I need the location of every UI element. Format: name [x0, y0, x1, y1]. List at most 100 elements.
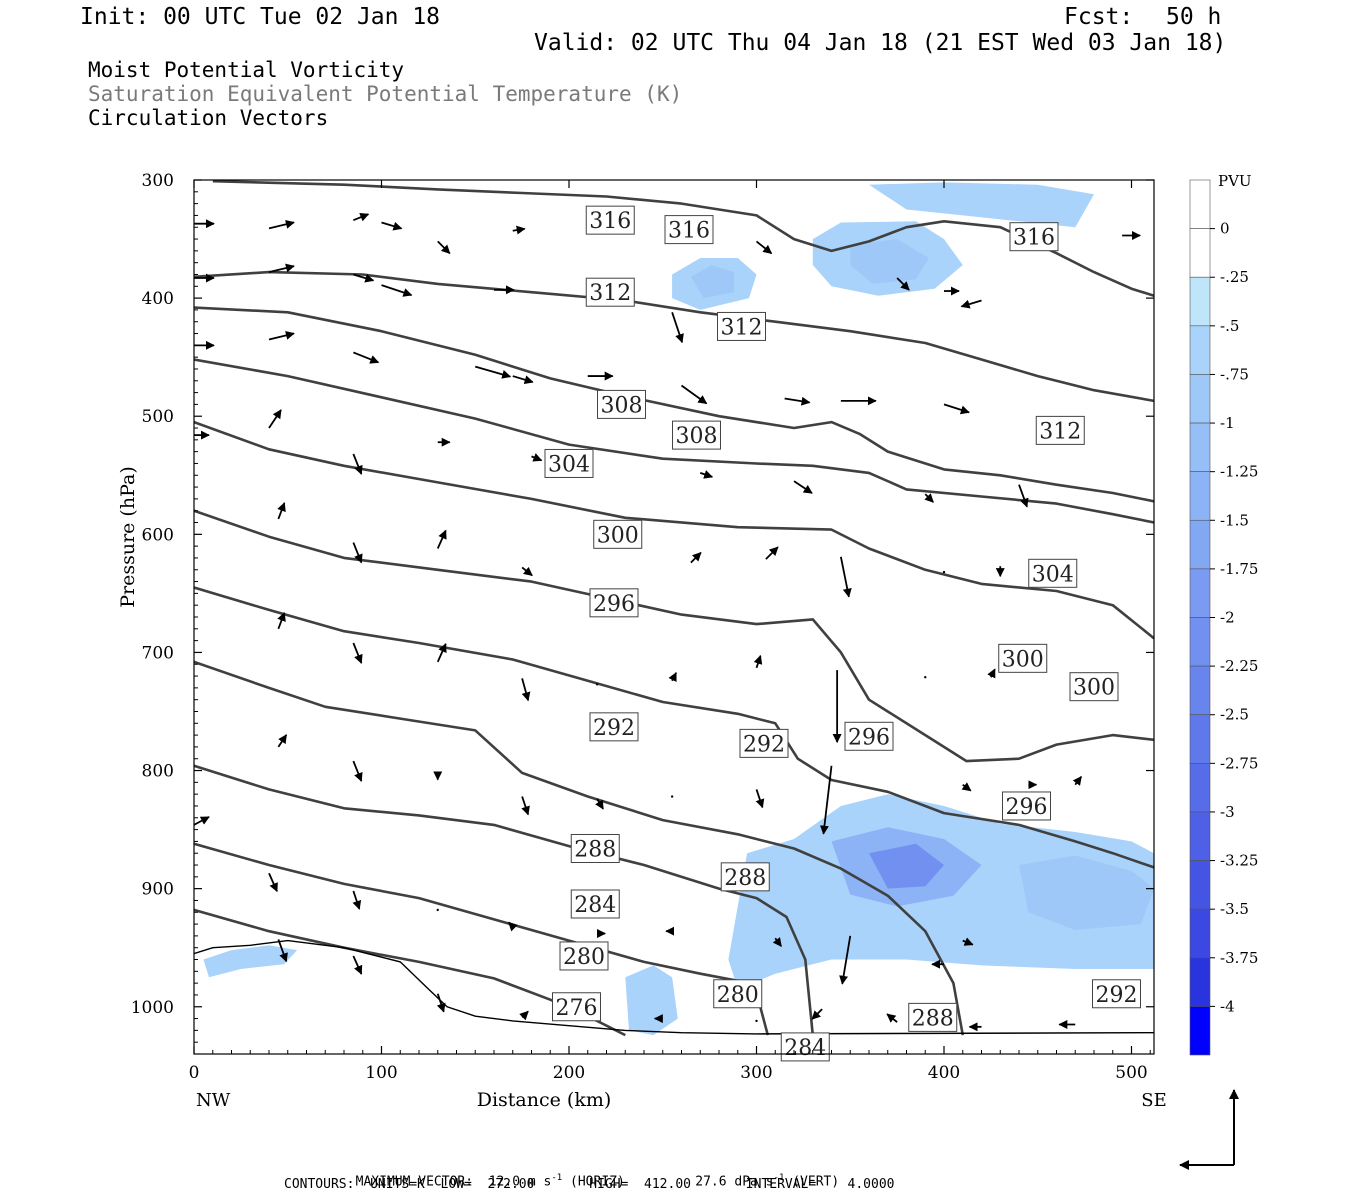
vector-79: [352, 955, 363, 975]
vector-5: [512, 225, 526, 235]
contour-label-box-288-2: [908, 1002, 958, 1032]
vert-value: 27.6 dPa s: [695, 1174, 774, 1190]
vector-56: [277, 734, 288, 748]
colorbar-label-5: -1.25: [1220, 463, 1258, 481]
mpv-region-8: [1019, 855, 1154, 930]
colorbar-bin-6: [1189, 471, 1211, 521]
vector-43: [839, 556, 852, 598]
contour-label-284-1: 284: [784, 1036, 826, 1061]
contour-304: [194, 358, 1154, 524]
contour-label-box-296-1: [844, 721, 894, 751]
vector-54: [924, 676, 927, 679]
colorbar-label-3: -.75: [1220, 365, 1249, 383]
nw-label: NW: [196, 1090, 231, 1111]
vector-34: [793, 480, 813, 494]
contour-label-box-316-1: [664, 215, 714, 245]
vector-17: [960, 299, 982, 309]
contour-label-296-0: 296: [593, 592, 635, 617]
colorbar-bin-4: [1189, 374, 1211, 424]
ytick-label-300: 300: [142, 171, 174, 191]
vector-84: [811, 1008, 823, 1020]
xtick-label-200: 200: [553, 1063, 585, 1083]
vector-64: [961, 782, 972, 792]
contour-label-300-2: 300: [1073, 676, 1115, 701]
vector-4: [437, 240, 451, 255]
contour-label-316-2: 316: [1013, 226, 1055, 251]
colorbar-bin-10: [1189, 665, 1211, 716]
vector-29: [268, 409, 282, 429]
contour-308: [194, 306, 1154, 503]
forecast-hour: 50 h: [1166, 4, 1222, 30]
colorbar-label-0: 0: [1220, 220, 1230, 238]
contour-label-box-308-0: [597, 389, 646, 419]
contour-label-288-0: 288: [574, 837, 616, 862]
vector-63: [819, 765, 833, 835]
vector-10: [353, 273, 375, 283]
vector-9: [268, 263, 295, 273]
vector-69: [352, 890, 362, 910]
contour-label-box-300-2: [1069, 672, 1119, 702]
ytick-label-400: 400: [142, 289, 174, 309]
contour-label-box-296-2: [1002, 791, 1051, 821]
vector-6: [755, 240, 773, 255]
se-label: SE: [1141, 1090, 1166, 1111]
contour-label-300-0: 300: [597, 523, 639, 548]
terrain-line: [194, 939, 1154, 1035]
colorbar-bin-1: [1189, 228, 1211, 278]
vector-1: [268, 219, 295, 230]
contour-label-292-0: 292: [593, 716, 635, 741]
mpv-region-3: [850, 239, 929, 284]
contour-label-300-1: 300: [1002, 647, 1044, 672]
contour-label-box-280-0: [559, 941, 609, 971]
vector-35: [924, 493, 934, 503]
vector-27: [943, 403, 970, 415]
horiz-value: 12.0 m s: [488, 1174, 552, 1190]
contour-label-box-292-1: [739, 728, 789, 758]
colorbar-bin-8: [1189, 568, 1211, 618]
xtick-label-400: 400: [928, 1063, 960, 1083]
contour-label-280-1: 280: [717, 983, 759, 1008]
vector-37: [277, 502, 286, 520]
contour-label-box-284-1: [780, 1032, 830, 1062]
contour-label-292-1: 292: [743, 732, 785, 757]
vector-67: [194, 816, 210, 826]
horiz-unit: (HORIZ): [570, 1174, 625, 1190]
contour-label-284-0: 284: [574, 893, 616, 918]
colorbar-label-6: -1.5: [1220, 511, 1249, 529]
horiz-exp: -1: [551, 1173, 563, 1183]
contour-label-box-312-1: [717, 311, 766, 341]
vector-42: [765, 546, 779, 560]
contour-292: [194, 586, 1154, 869]
vector-49: [521, 678, 531, 702]
vector-3: [381, 221, 403, 231]
reference-vector-icon: [1179, 1089, 1239, 1170]
contour-316: [212, 180, 1154, 297]
contour-label-box-288-1: [720, 862, 770, 892]
vector-66: [1072, 775, 1082, 786]
colorbar-bin-0: [1189, 179, 1211, 229]
vector-80: [436, 993, 446, 1013]
vert-exp: -1: [773, 1173, 785, 1183]
vector-78: [277, 939, 288, 963]
vector-48: [436, 643, 447, 663]
colorbar-bin-5: [1189, 422, 1211, 472]
colorbar-label-4: -1: [1220, 414, 1235, 432]
contour-label-box-296-0: [589, 588, 639, 618]
max-vector-label: MAXIMUM VECTOR:: [355, 1174, 474, 1190]
contour-label-276-0: 276: [556, 996, 598, 1021]
colorbar-bin-11: [1189, 714, 1211, 764]
vector-70: [436, 908, 439, 912]
contour-label-box-312-2: [1035, 415, 1085, 445]
vector-71: [508, 921, 518, 932]
vector-21: [475, 365, 512, 379]
vector-85: [886, 1013, 898, 1023]
xtick-label-100: 100: [365, 1063, 397, 1083]
contour-296: [194, 509, 1154, 763]
colorbar-bin-17: [1189, 1006, 1211, 1056]
vector-68: [268, 872, 278, 893]
ytick-label-700: 700: [142, 643, 174, 663]
vector-74: [772, 937, 782, 947]
contour-label-box-304-1: [1028, 558, 1078, 588]
ytick-label-900: 900: [142, 880, 174, 900]
vector-38: [352, 542, 363, 564]
